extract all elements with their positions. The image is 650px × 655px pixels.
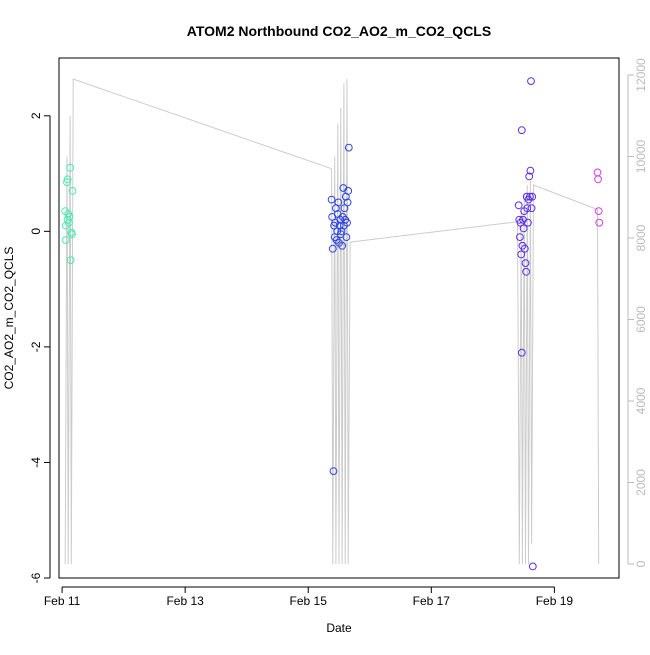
y-axis-right: 0 2000 4000 6000 8000 10000 12000 (627, 58, 648, 567)
y2-tick-label: 4000 (634, 387, 648, 414)
x-axis: Feb 11 Feb 13 Feb 15 Feb 17 Feb 19 (44, 586, 574, 608)
data-point (343, 218, 351, 227)
y-tick-label: -2 (29, 341, 43, 352)
y-tick-label: 0 (29, 228, 43, 235)
altitude-layer (64, 78, 600, 565)
data-point (68, 187, 77, 195)
data-point (342, 233, 351, 242)
data-point (335, 221, 344, 230)
data-point (527, 204, 536, 213)
x-tick-label: Feb 15 (290, 594, 328, 608)
data-point (528, 562, 537, 571)
plot-frame (58, 57, 620, 579)
data-point (525, 192, 534, 201)
data-point (521, 259, 530, 268)
data-point (520, 244, 529, 253)
data-point (527, 77, 535, 85)
data-point (528, 192, 537, 201)
data-point (68, 230, 76, 239)
data-point (526, 166, 535, 175)
y-axis-label: CO2_AO2_m_CO2_QCLS (2, 247, 16, 390)
points-layer (61, 77, 604, 571)
data-point (594, 175, 602, 184)
data-point (66, 256, 75, 265)
y2-tick-label: 8000 (634, 224, 648, 251)
data-point (517, 126, 526, 135)
data-point (519, 224, 528, 233)
x-tick-label: Feb 11 (44, 594, 81, 608)
chart-title: ATOM2 Northbound CO2_AO2_m_CO2_QCLS (187, 23, 491, 39)
data-point (516, 233, 524, 242)
data-point (334, 198, 343, 207)
y2-tick-label: 0 (634, 560, 648, 567)
y2-tick-label: 12000 (634, 58, 648, 92)
y-tick-label: 2 (29, 112, 43, 119)
data-point (66, 163, 74, 172)
x-axis-label: Date (326, 621, 352, 635)
data-point (522, 267, 530, 276)
data-point (595, 218, 604, 227)
data-point (344, 143, 353, 152)
data-point (327, 195, 336, 204)
data-point (517, 250, 526, 259)
data-point (524, 218, 532, 227)
y2-tick-label: 10000 (634, 139, 648, 173)
data-point (64, 218, 73, 227)
data-point (338, 241, 347, 250)
y2-tick-label: 6000 (634, 306, 648, 333)
data-point (340, 204, 349, 213)
x-tick-label: Feb 13 (166, 594, 204, 608)
y-tick-label: -6 (29, 572, 43, 583)
data-point (523, 204, 532, 213)
data-point (63, 175, 72, 184)
data-point (343, 198, 352, 207)
x-tick-label: Feb 17 (413, 594, 451, 608)
y-axis-left: 2 0 -2 -4 -6 (29, 112, 51, 583)
data-point (63, 178, 71, 187)
data-point (65, 213, 74, 221)
data-point (328, 244, 337, 253)
data-point (61, 236, 70, 244)
data-point (517, 348, 526, 357)
data-point (594, 207, 603, 216)
x-tick-label: Feb 19 (536, 594, 574, 608)
data-point (525, 172, 534, 181)
y2-tick-label: 2000 (634, 469, 648, 496)
data-point (344, 187, 353, 195)
y-tick-label: -4 (29, 457, 43, 468)
data-point (329, 467, 338, 476)
data-point (514, 201, 523, 210)
altitude-line (64, 78, 600, 565)
